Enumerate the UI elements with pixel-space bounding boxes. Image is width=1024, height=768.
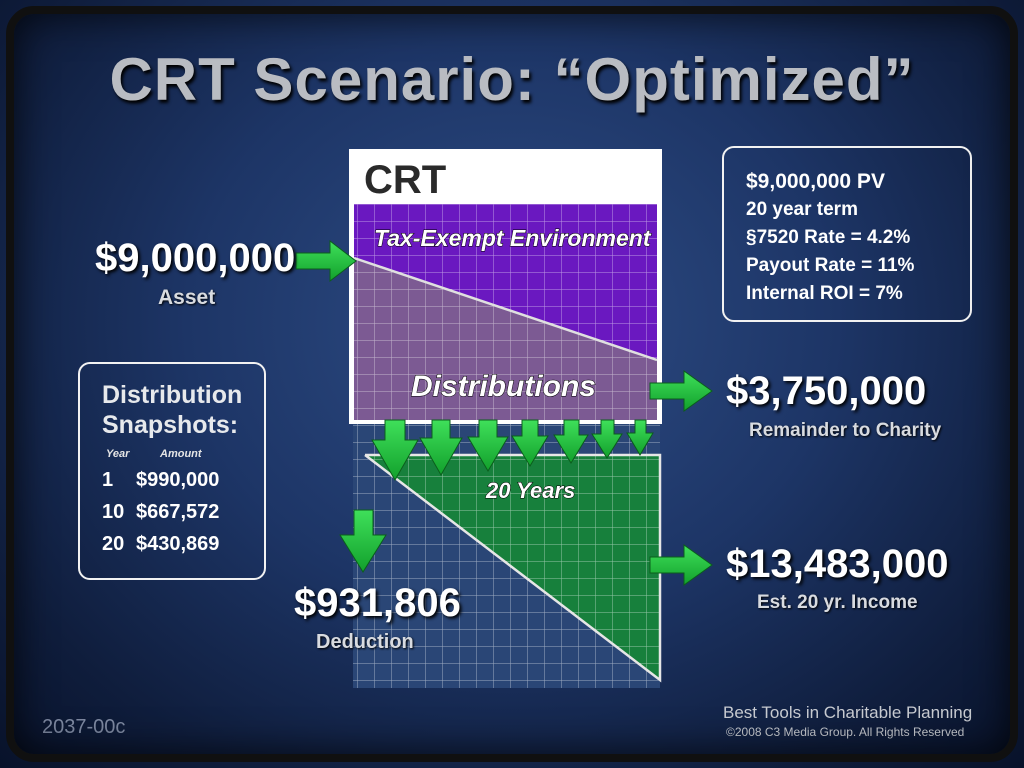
snapshot-amount: $430,869 xyxy=(136,533,220,555)
tax-exempt-label: Tax-Exempt Environment xyxy=(374,225,652,251)
crt-label: CRT xyxy=(364,158,446,202)
asset-value: $9,000,000 xyxy=(95,236,296,280)
snapshots-title-line2: Snapshots: xyxy=(102,411,239,439)
parameter-internal-roi: Internal ROI = 7% xyxy=(746,283,903,304)
asset-arrow xyxy=(295,239,357,283)
distribution-arrow-2 xyxy=(419,419,463,477)
deduction-value: $931,806 xyxy=(294,581,461,625)
snapshot-amount: $990,000 xyxy=(136,469,220,491)
income-value: $13,483,000 xyxy=(726,542,949,586)
snapshot-year: 1 xyxy=(102,469,114,491)
snapshots-col-amount: Amount xyxy=(160,448,202,460)
snapshot-row: 1 $990,000 xyxy=(102,464,264,496)
parameter-pv: $9,000,000 PV xyxy=(746,170,885,193)
asset-label: Asset xyxy=(158,286,216,309)
snapshots-title-line1: Distribution xyxy=(102,381,243,409)
parameter-payout-rate: Payout Rate = 11% xyxy=(746,255,915,276)
slide-code: 2037-00c xyxy=(42,716,126,738)
remainder-value: $3,750,000 xyxy=(726,369,927,413)
deduction-arrow xyxy=(339,509,387,573)
snapshot-row: 10 $667,572 xyxy=(102,496,264,528)
parameters-box: $9,000,000 PV 20 year term §7520 Rate = … xyxy=(722,146,972,322)
distribution-arrow-4 xyxy=(511,419,549,467)
snapshot-year: 10 xyxy=(102,501,125,523)
crt-diagonal xyxy=(353,256,658,362)
distribution-arrow-3 xyxy=(467,419,509,472)
page-title: CRT Scenario: “Optimized” xyxy=(109,46,915,113)
snapshots-box: Distribution Snapshots: Year Amount 1 $9… xyxy=(78,362,266,580)
parameter-7520-rate: §7520 Rate = 4.2% xyxy=(746,227,911,248)
distribution-arrow-5 xyxy=(553,419,589,464)
remainder-arrow xyxy=(649,370,713,412)
distribution-arrow-7 xyxy=(626,419,654,456)
distribution-arrow-1 xyxy=(371,419,419,482)
crt-box-border xyxy=(349,149,662,424)
snapshot-year: 20 xyxy=(102,533,125,555)
income-arrow xyxy=(649,544,713,586)
snapshot-amount: $667,572 xyxy=(136,501,220,523)
years-label: 20 Years xyxy=(485,478,575,503)
income-label: Est. 20 yr. Income xyxy=(757,592,918,613)
distributions-label: Distributions xyxy=(411,370,596,403)
parameter-term: 20 year term xyxy=(746,199,858,220)
snapshots-col-year: Year xyxy=(106,448,130,460)
crt-grid-lines xyxy=(354,204,657,420)
remainder-label: Remainder to Charity xyxy=(749,420,942,441)
snapshot-row: 20 $430,869 xyxy=(102,528,264,560)
footer-copyright: ©2008 C3 Media Group. All Rights Reserve… xyxy=(726,725,965,739)
distribution-arrow-6 xyxy=(591,419,623,459)
footer-brand: Best Tools in Charitable Planning xyxy=(723,703,973,722)
deduction-label: Deduction xyxy=(316,631,414,653)
